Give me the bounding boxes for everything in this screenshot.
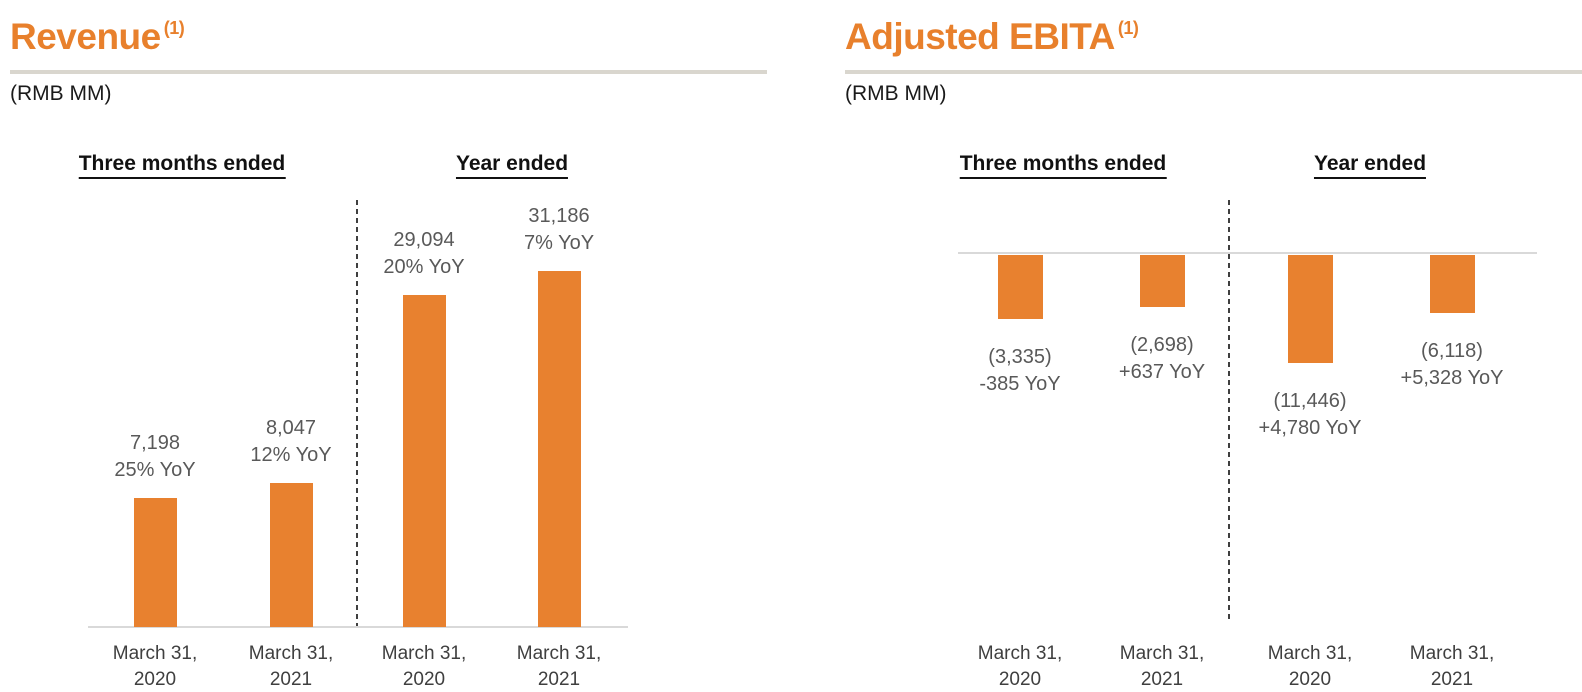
bar-yoy-text: +5,328 YoY bbox=[1400, 367, 1504, 389]
x-axis-label-line2: 2021 bbox=[1140, 669, 1184, 690]
x-axis-label: March 31, 2020 bbox=[382, 641, 466, 692]
x-axis-label-line1: March 31, bbox=[248, 643, 334, 664]
title-divider bbox=[845, 70, 1582, 74]
x-axis-label-line1: March 31, bbox=[1119, 643, 1205, 664]
x-axis-line bbox=[88, 626, 628, 628]
x-axis-label: March 31, 2021 bbox=[1120, 641, 1204, 692]
x-axis-label-line1: March 31, bbox=[381, 643, 467, 664]
x-axis-label-line1: March 31, bbox=[112, 643, 198, 664]
bar-value-text: 8,047 bbox=[265, 417, 317, 439]
x-axis-label-line2: 2021 bbox=[269, 669, 313, 690]
x-axis-label: March 31, 2020 bbox=[1268, 641, 1352, 692]
x-axis-label-line2: 2021 bbox=[537, 669, 581, 690]
unit-label: (RMB MM) bbox=[845, 82, 947, 105]
bar-value-text: (3,335) bbox=[988, 346, 1052, 368]
x-axis-label-line1: March 31, bbox=[1267, 643, 1353, 664]
group-header-year-ended: Year ended bbox=[1313, 152, 1427, 179]
bar-value-label: 29,094 20% YoY bbox=[383, 227, 464, 281]
chart-title-text: Revenue bbox=[10, 16, 161, 57]
group-header-three-months: Three months ended bbox=[78, 152, 286, 179]
bar-value-text: 31,186 bbox=[528, 205, 590, 227]
bar-value-label: (2,698) +637 YoY bbox=[1119, 332, 1205, 386]
x-axis-label-line1: March 31, bbox=[1409, 643, 1495, 664]
bar-yoy-text: -385 YoY bbox=[979, 373, 1061, 395]
value-bar bbox=[997, 255, 1043, 319]
chart-title-text: Adjusted EBITA bbox=[845, 16, 1115, 57]
bar-yoy-text: +4,780 YoY bbox=[1258, 417, 1362, 439]
bar-yoy-text: 20% YoY bbox=[383, 256, 465, 278]
zero-axis-line bbox=[958, 252, 1537, 254]
chart-title-ebita: Adjusted EBITA (1) bbox=[845, 16, 1139, 58]
footnote-superscript: (1) bbox=[1117, 18, 1139, 38]
bar-yoy-text: 25% YoY bbox=[114, 459, 196, 481]
x-axis-label-line1: March 31, bbox=[516, 643, 602, 664]
footnote-superscript: (1) bbox=[163, 18, 185, 38]
bar-yoy-text: +637 YoY bbox=[1118, 361, 1206, 383]
bar-value-text: (6,118) bbox=[1421, 340, 1483, 362]
group-header-year-ended: Year ended bbox=[455, 152, 569, 179]
x-axis-label-line2: 2021 bbox=[1430, 669, 1474, 690]
unit-label: (RMB MM) bbox=[10, 82, 112, 105]
value-bar bbox=[1429, 255, 1475, 313]
dashed-separator bbox=[356, 200, 358, 628]
bar-yoy-text: 12% YoY bbox=[250, 444, 332, 466]
x-axis-label: March 31, 2021 bbox=[1410, 641, 1494, 692]
value-bar bbox=[1139, 255, 1185, 307]
bar-value-label: (6,118) +5,328 YoY bbox=[1401, 338, 1504, 392]
bar-value-label: (3,335) -385 YoY bbox=[979, 344, 1060, 398]
group-header-three-months: Three months ended bbox=[959, 152, 1167, 179]
x-axis-label-line1: March 31, bbox=[977, 643, 1063, 664]
bar-value-text: 7,198 bbox=[129, 432, 181, 454]
bar-value-text: 29,094 bbox=[393, 229, 455, 251]
x-axis-label: March 31, 2020 bbox=[978, 641, 1062, 692]
value-bar bbox=[402, 295, 446, 627]
dashed-separator bbox=[1228, 200, 1230, 622]
x-axis-label-line2: 2020 bbox=[133, 669, 177, 690]
value-bar bbox=[537, 271, 581, 627]
title-divider bbox=[10, 70, 767, 74]
bar-value-text: (11,446) bbox=[1273, 390, 1347, 412]
x-axis-label: March 31, 2021 bbox=[249, 641, 333, 692]
bar-yoy-text: 7% YoY bbox=[523, 232, 595, 254]
bar-value-text: (2,698) bbox=[1130, 334, 1194, 356]
x-axis-label: March 31, 2021 bbox=[517, 641, 601, 692]
x-axis-label-line2: 2020 bbox=[402, 669, 446, 690]
value-bar bbox=[269, 483, 313, 627]
x-axis-label: March 31, 2020 bbox=[113, 641, 197, 692]
value-bar bbox=[133, 498, 177, 627]
bar-value-label: 7,198 25% YoY bbox=[114, 430, 195, 484]
x-axis-label-line2: 2020 bbox=[1288, 669, 1332, 690]
value-bar bbox=[1287, 255, 1333, 363]
x-axis-label-line2: 2020 bbox=[998, 669, 1042, 690]
bar-value-label: 8,047 12% YoY bbox=[250, 415, 331, 469]
bar-value-label: 31,186 7% YoY bbox=[524, 203, 594, 257]
bar-value-label: (11,446) +4,780 YoY bbox=[1259, 388, 1362, 442]
chart-title-revenue: Revenue (1) bbox=[10, 16, 185, 58]
